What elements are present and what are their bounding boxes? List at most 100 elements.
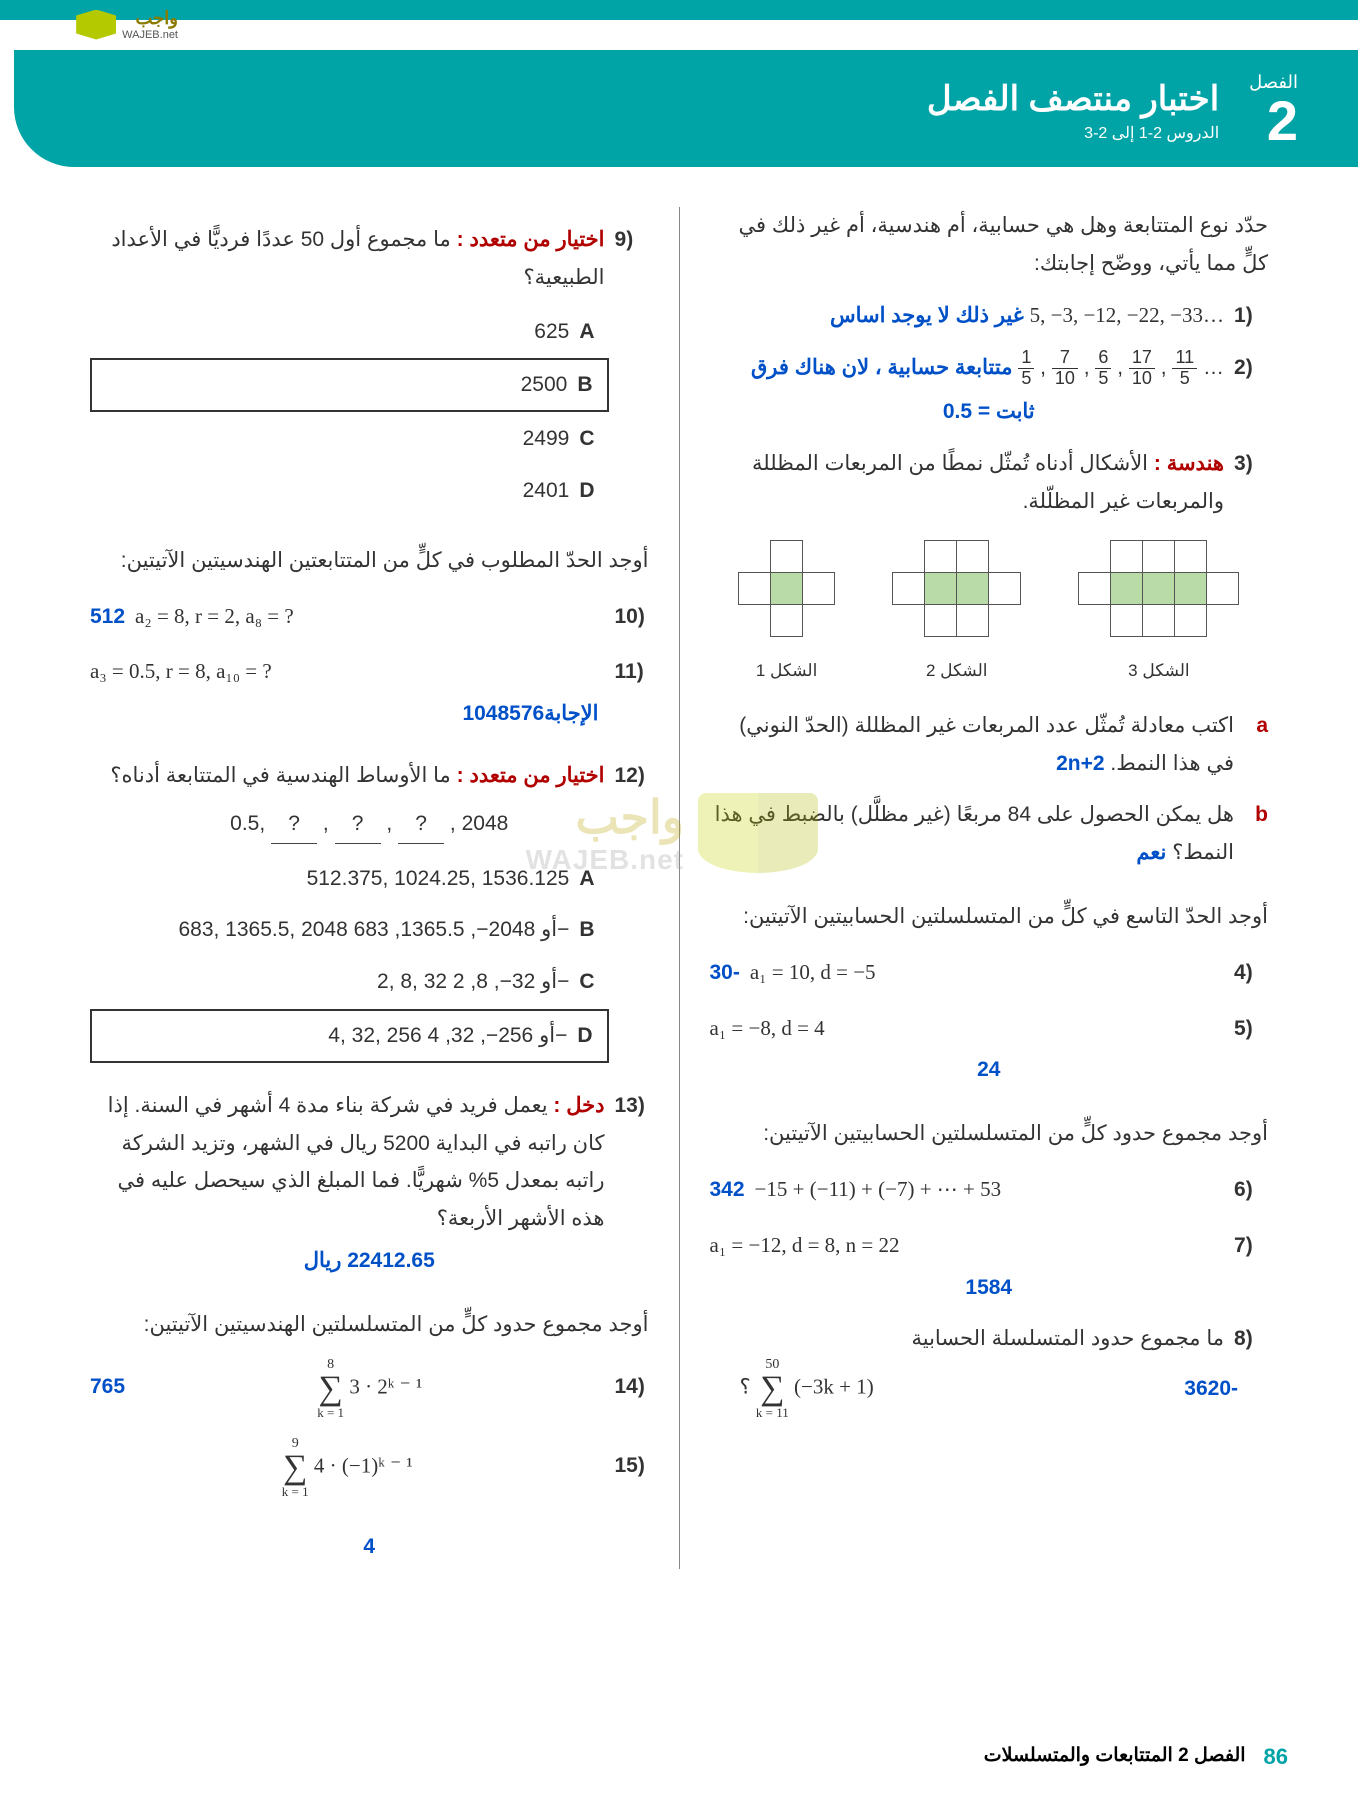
q12-number: 12	[615, 757, 649, 795]
q4-number: 4	[1234, 954, 1268, 992]
page-footer: 86 الفصل 2 المتتابعات والمتسلسلات	[70, 1744, 1288, 1770]
banner-title: اختبار منتصف الفصل	[927, 79, 1219, 119]
q10-answer: 512	[90, 598, 125, 636]
q7-answer: 1584	[710, 1269, 1269, 1307]
q4-math: a₁ = 10, d = −5	[750, 954, 1224, 992]
q10-math: a₂ = 8, r = 2, a₈ = ?	[135, 598, 604, 636]
q9-opt-a: 625A	[90, 307, 609, 357]
intro-text: حدّد نوع المتتابعة وهل هي حسابية، أم هند…	[710, 207, 1269, 283]
q3a-label: a	[1244, 707, 1268, 745]
q5: 5 a₁ = −8, d = 4	[710, 1010, 1269, 1048]
q12-text: ما الأوساط الهندسية في المتتابعة أدناه؟	[110, 764, 450, 787]
q3b: b هل يمكن الحصول على 84 مربعًا (غير مظلَ…	[710, 796, 1269, 872]
chapter-number: 2	[1249, 93, 1298, 149]
q3b-label: b	[1244, 796, 1268, 834]
q3: 3 هندسة : الأشكال أدناه تُمثّل نمطًا من …	[710, 445, 1269, 521]
q9-number: 9	[615, 221, 649, 259]
q6-number: 6	[1234, 1171, 1268, 1209]
q9: 9 اختيار من متعدد : ما مجموع أول 50 عددً…	[90, 221, 649, 297]
q12-opt-b: 683, 1365.5, 2048 أو 2048−, 1365.5, 683−…	[90, 905, 609, 955]
q15-number: 15	[615, 1447, 649, 1485]
q8-number: 8	[1234, 1320, 1268, 1358]
q2-answer-b: ثابت = 0.5	[710, 393, 1269, 431]
q1-number: 1	[1234, 297, 1268, 335]
top-border	[0, 0, 1358, 20]
q1-sequence: 5, −3, −12, −22, −33…	[1030, 297, 1224, 335]
sec5-intro: أوجد مجموع حدود كلٍّ من المتسلسلتين الهن…	[90, 1306, 649, 1344]
shape-2: الشكل 2	[892, 540, 1021, 686]
q8-text: ما مجموع حدود المتسلسلة الحسابية	[710, 1320, 1225, 1358]
q13-number: 13	[615, 1087, 649, 1125]
q11: 11 a₃ = 0.5, r = 8, a₁₀ = ?	[90, 653, 649, 691]
q13: 13 دخل : يعمل فريد في شركة بناء مدة 4 أش…	[90, 1087, 649, 1238]
q12-sequence: 0.5, ? , ? , ? , 2048	[90, 805, 649, 844]
book-icon	[76, 10, 116, 40]
shape-3: الشكل 3	[1078, 540, 1239, 686]
q3b-answer: نعم	[1136, 841, 1166, 864]
q4-answer: -30	[710, 954, 740, 992]
q12-label: اختيار من متعدد :	[457, 764, 605, 787]
shape-1: الشكل 1	[738, 540, 835, 686]
sec3-intro: أوجد مجموع حدود كلٍّ من المتسلسلتين الحس…	[710, 1115, 1269, 1153]
q15-expr: 4 · (−1)ᵏ ⁻ ¹	[314, 1453, 413, 1477]
q12-opt-a: 512.375, 1024.25, 1536.125A	[90, 854, 609, 904]
q3-label: هندسة :	[1154, 452, 1224, 475]
q1-answer: غير ذلك لا يوجد اساس	[830, 304, 1024, 327]
q4: 4 a₁ = 10, d = −5 -30	[710, 950, 1269, 996]
q12-options: 512.375, 1024.25, 1536.125A 683, 1365.5,…	[90, 854, 609, 1063]
q2-fractions: 15 , 710 , 65 , 1710 , 115 …	[1018, 348, 1224, 389]
site-logo: واجب WAJEB.net	[76, 8, 178, 41]
q15: 15 9 ∑ k = 1 4 · (−1)ᵏ ⁻ ¹	[90, 1437, 649, 1498]
shapes-row: الشكل 1 الشكل 2 الشكل	[710, 540, 1269, 686]
q3a-answer: 2n+2	[1056, 745, 1104, 783]
q5-answer: 24	[710, 1051, 1269, 1089]
q9-opt-b-correct: 2500B	[90, 358, 609, 412]
q8-expr: (−3k + 1)	[794, 1374, 874, 1398]
q12-opt-d-correct: 4, 32, 256 أو 256−, 32, 4−D	[90, 1009, 609, 1063]
q6-answer: 342	[710, 1171, 745, 1209]
q3a-text: اكتب معادلة تُمثّل عدد المربعات غير المظ…	[739, 714, 1234, 775]
q14-number: 14	[615, 1368, 649, 1406]
sigma-icon: 9 ∑ k = 1	[282, 1437, 309, 1498]
sec2-intro: أوجد الحدّ التاسع في كلٍّ من المتسلسلتين…	[710, 898, 1269, 936]
q3-number: 3	[1234, 445, 1268, 483]
q5-number: 5	[1234, 1010, 1268, 1048]
q12: 12 اختيار من متعدد : ما الأوساط الهندسية…	[90, 757, 649, 795]
q7: 7 a₁ = −12, d = 8, n = 22	[710, 1227, 1269, 1265]
q8: 8 ما مجموع حدود المتسلسلة الحسابية	[710, 1320, 1269, 1358]
q14: 14 8 ∑ k = 1 3 · 2ᵏ ⁻ ¹ 765	[90, 1358, 649, 1419]
sec4-intro: أوجد الحدّ المطلوب في كلٍّ من المتتابعتي…	[90, 542, 649, 580]
q2: 2 15 , 710 , 65 , 1710 , 115 … متتابعة ح…	[710, 348, 1269, 389]
q13-text: يعمل فريد في شركة بناء مدة 4 أشهر في الس…	[108, 1094, 605, 1230]
page-number: 86	[1264, 1744, 1288, 1770]
q9-opt-c: 2499C	[90, 414, 609, 464]
sigma-icon: 8 ∑ k = 1	[317, 1358, 344, 1419]
q8-answer: -3620	[1184, 1370, 1238, 1408]
q9-options: 625A 2500B 2499C 2401D	[90, 307, 609, 516]
q6: 6 −15 + (−11) + (−7) + ⋯ + 53 342	[710, 1167, 1269, 1213]
q6-math: −15 + (−11) + (−7) + ⋯ + 53	[755, 1171, 1224, 1209]
content-columns: 9 اختيار من متعدد : ما مجموع أول 50 عددً…	[0, 167, 1358, 1569]
q2-answer-a: متتابعة حسابية ، لان هناك فرق	[751, 356, 1013, 379]
chapter-banner: الفصل 2 اختبار منتصف الفصل الدروس 2-1 إل…	[14, 50, 1358, 167]
column-divider	[679, 207, 680, 1569]
q7-math: a₁ = −12, d = 8, n = 22	[710, 1227, 1225, 1265]
logo-brand: واجب	[122, 8, 178, 29]
q9-opt-d: 2401D	[90, 466, 609, 516]
q2-number: 2	[1234, 349, 1268, 387]
q12-opt-c: 2, 8, 32 أو 32−, 8, 2−C	[90, 957, 609, 1007]
q10-number: 10	[615, 598, 649, 636]
q13-answer: 22412.65 ريال	[90, 1242, 649, 1280]
q3a: a اكتب معادلة تُمثّل عدد المربعات غير ال…	[710, 707, 1269, 783]
banner-subtitle: الدروس 2-1 إلى 2-3	[927, 123, 1219, 143]
q10: 10 a₂ = 8, r = 2, a₈ = ? 512	[90, 594, 649, 640]
footer-chapter: الفصل 2 المتتابعات والمتسلسلات	[984, 1744, 1246, 1770]
q11-math: a₃ = 0.5, r = 8, a₁₀ = ?	[90, 653, 605, 691]
q11-answer: الإجابة1048576	[90, 695, 599, 733]
right-column: حدّد نوع المتتابعة وهل هي حسابية، أم هند…	[690, 207, 1289, 1569]
q11-number: 11	[615, 653, 649, 691]
q5-math: a₁ = −8, d = 4	[710, 1010, 1225, 1048]
q13-label: دخل :	[553, 1094, 604, 1117]
q8-math-row: -3620 ؟ 50 ∑ k = 11 (−3k + 1)	[710, 1358, 1269, 1419]
sigma-icon: 50 ∑ k = 11	[756, 1358, 789, 1419]
